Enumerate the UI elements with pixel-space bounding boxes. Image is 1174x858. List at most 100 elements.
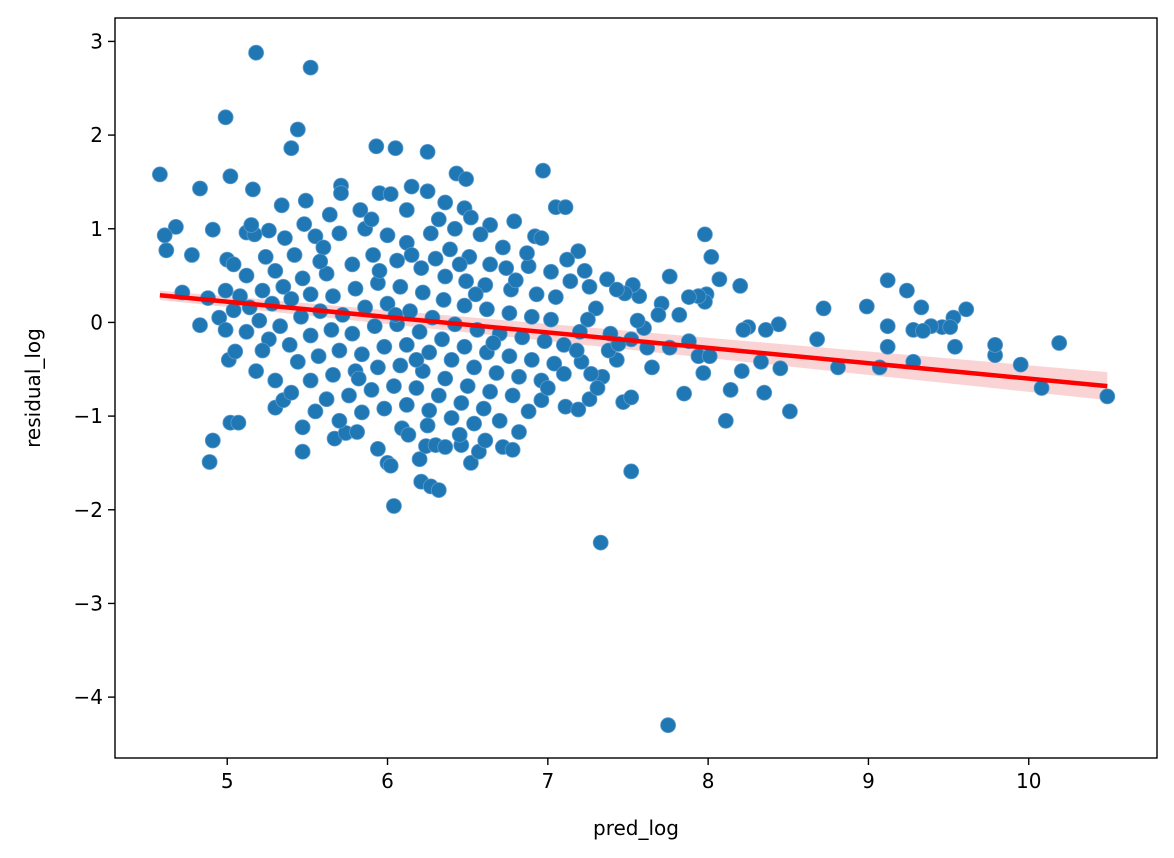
- scatter-point: [227, 343, 244, 360]
- scatter-point: [557, 199, 574, 216]
- scatter-point: [248, 363, 265, 380]
- scatter-point: [398, 202, 415, 218]
- scatter-point: [815, 300, 832, 317]
- scatter-point: [879, 272, 896, 289]
- scatter-point: [430, 482, 447, 499]
- scatter-point: [267, 262, 284, 279]
- scatter-point: [349, 424, 366, 440]
- scatter-point: [225, 256, 242, 273]
- scatter-point: [294, 419, 311, 436]
- scatter-point: [437, 194, 454, 211]
- scatter-point: [398, 396, 415, 413]
- scatter-point: [352, 202, 369, 218]
- scatter-point: [494, 239, 511, 256]
- scatter-point: [419, 183, 436, 200]
- scatter-point: [411, 323, 428, 340]
- x-tick-label: 9: [862, 769, 875, 793]
- scatter-point: [201, 454, 218, 470]
- scatter-point: [568, 342, 585, 359]
- scatter-point: [701, 348, 718, 365]
- scatter-point: [217, 321, 234, 338]
- scatter-point: [204, 432, 221, 449]
- scatter-point: [507, 272, 524, 289]
- scatter-point: [459, 378, 476, 395]
- scatter-point: [576, 262, 593, 279]
- scatter-point: [498, 260, 515, 277]
- scatter-point: [456, 297, 473, 314]
- scatter-point: [379, 295, 396, 312]
- scatter-point: [302, 327, 319, 344]
- scatter-point: [556, 365, 572, 382]
- scatter-point: [286, 247, 303, 263]
- scatter-point: [192, 180, 208, 197]
- scatter-point: [403, 178, 420, 195]
- scatter-point: [387, 140, 404, 157]
- scatter-point: [732, 277, 749, 294]
- scatter-point: [243, 217, 260, 233]
- scatter-point: [403, 247, 420, 263]
- scatter-point: [695, 365, 712, 381]
- scatter-point: [341, 387, 357, 404]
- scatter-point: [588, 300, 604, 317]
- scatter-point: [310, 348, 327, 365]
- y-tick-label: −4: [74, 685, 103, 709]
- scatter-point: [478, 301, 495, 318]
- scatter-point: [520, 258, 537, 275]
- points-layer: [151, 44, 1116, 734]
- y-tick-label: 0: [90, 310, 103, 334]
- scatter-point: [504, 387, 521, 404]
- scatter-point: [581, 391, 598, 408]
- scatter-point: [477, 277, 494, 293]
- scatter-point: [422, 225, 439, 242]
- scatter-point: [398, 336, 415, 353]
- scatter-point: [756, 384, 773, 401]
- scatter-point: [408, 380, 425, 396]
- scatter-point: [283, 140, 300, 157]
- scatter-point: [302, 372, 319, 389]
- scatter-point: [402, 303, 418, 320]
- scatter-point: [273, 197, 290, 214]
- scatter-point: [523, 351, 540, 368]
- scatter-point: [1099, 388, 1116, 405]
- scatter-point: [350, 370, 367, 387]
- scatter-point: [369, 359, 386, 376]
- scatter-point: [389, 252, 406, 269]
- scatter-point: [623, 389, 640, 406]
- scatter-point: [442, 241, 458, 258]
- scatter-point: [385, 498, 402, 514]
- scatter-point: [363, 381, 380, 398]
- scatter-point: [365, 247, 382, 263]
- scatter-point: [443, 410, 460, 426]
- scatter-point: [547, 289, 564, 306]
- scatter-point: [254, 282, 271, 299]
- scatter-point: [297, 192, 314, 209]
- scatter-point: [1012, 356, 1029, 373]
- scatter-point: [325, 288, 341, 305]
- scatter-point: [275, 278, 292, 295]
- scatter-point: [281, 336, 298, 353]
- scatter-point: [504, 441, 521, 458]
- scatter-point: [570, 401, 587, 418]
- scatter-point: [400, 426, 417, 443]
- scatter-point: [183, 247, 200, 263]
- regression-line: [159, 293, 1108, 389]
- scatter-point: [703, 248, 720, 265]
- scatter-point: [717, 412, 734, 429]
- scatter-point: [533, 392, 550, 409]
- scatter-point: [331, 225, 348, 242]
- scatter-point: [511, 368, 527, 385]
- scatter-point: [477, 432, 494, 449]
- scatter-point: [446, 220, 463, 237]
- scatter-point: [307, 228, 324, 245]
- regression-line-layer: [159, 293, 1108, 389]
- scatter-point: [858, 298, 875, 315]
- scatter-point: [294, 443, 311, 460]
- scatter-point: [523, 308, 540, 325]
- scatter-point: [254, 342, 271, 359]
- scatter-point: [458, 273, 475, 290]
- x-tick-label: 7: [541, 769, 554, 793]
- scatter-point: [363, 211, 380, 228]
- scatter-point: [462, 209, 479, 226]
- scatter-point: [644, 359, 660, 376]
